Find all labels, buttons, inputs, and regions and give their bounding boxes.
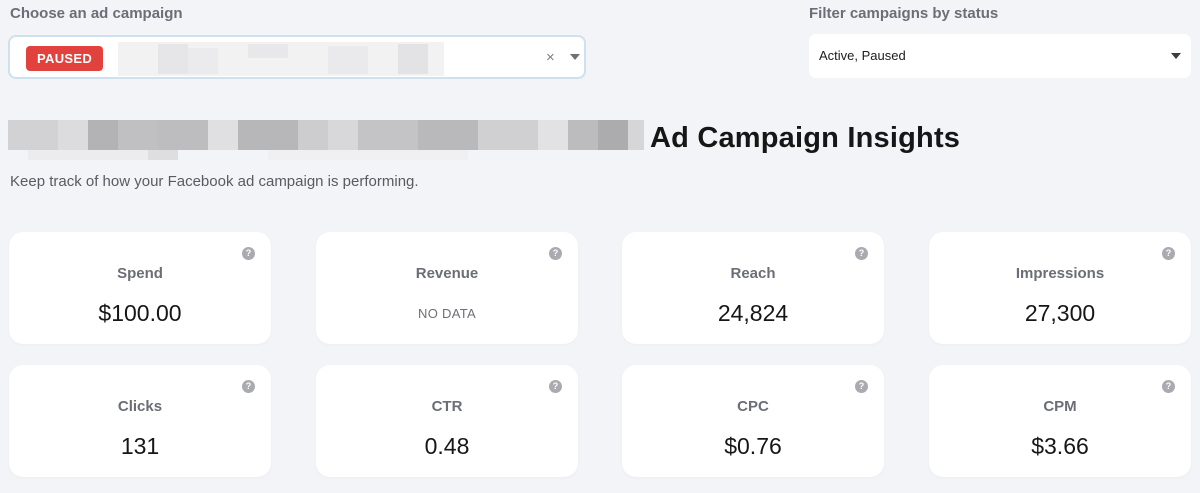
- metric-label: Spend: [117, 265, 163, 282]
- question-circle-icon[interactable]: ?: [242, 247, 255, 260]
- clear-selection-icon[interactable]: ×: [546, 49, 555, 66]
- question-circle-icon[interactable]: ?: [855, 247, 868, 260]
- status-filter-select[interactable]: Active, Paused: [809, 34, 1191, 78]
- metric-card-cpm: ? CPM $3.66: [929, 365, 1191, 477]
- metric-label: CTR: [431, 398, 463, 415]
- question-circle-icon[interactable]: ?: [1162, 247, 1175, 260]
- redacted-campaign-title: [8, 120, 644, 160]
- metric-label: Clicks: [117, 398, 163, 415]
- question-circle-icon[interactable]: ?: [855, 380, 868, 393]
- question-circle-icon[interactable]: ?: [1162, 380, 1175, 393]
- metric-value: 27,300: [1024, 300, 1096, 326]
- metric-label: CPM: [1043, 398, 1077, 415]
- metric-label: Reach: [730, 265, 776, 282]
- question-circle-icon[interactable]: ?: [549, 380, 562, 393]
- metric-value: 0.48: [424, 433, 470, 459]
- metric-value: $3.66: [1031, 433, 1089, 459]
- status-filter-label: Filter campaigns by status: [809, 5, 999, 22]
- metric-value: 24,824: [717, 300, 789, 326]
- metric-card-reach: ? Reach 24,824: [622, 232, 884, 344]
- metric-card-revenue: ? Revenue NO DATA: [316, 232, 578, 344]
- metric-card-impressions: ? Impressions 27,300: [929, 232, 1191, 344]
- page-subtitle: Keep track of how your Facebook ad campa…: [10, 173, 419, 190]
- metric-card-spend: ? Spend $100.00: [9, 232, 271, 344]
- metric-value: $0.76: [724, 433, 782, 459]
- metric-value: NO DATA: [418, 306, 476, 321]
- chevron-down-icon[interactable]: [570, 54, 580, 60]
- campaign-select-label: Choose an ad campaign: [10, 5, 183, 22]
- paused-status-badge: PAUSED: [26, 46, 104, 71]
- metric-value: 131: [120, 433, 160, 459]
- question-circle-icon[interactable]: ?: [549, 247, 562, 260]
- metric-card-cpc: ? CPC $0.76: [622, 365, 884, 477]
- metric-label: CPC: [737, 398, 769, 415]
- page-title: Ad Campaign Insights: [650, 122, 961, 154]
- campaign-select[interactable]: PAUSED ×: [8, 35, 586, 79]
- redacted-campaign-name: [118, 42, 444, 76]
- metric-label: Revenue: [415, 265, 479, 282]
- metric-value: $100.00: [98, 300, 182, 326]
- metric-card-clicks: ? Clicks 131: [9, 365, 271, 477]
- chevron-down-icon[interactable]: [1171, 53, 1181, 59]
- metric-card-ctr: ? CTR 0.48: [316, 365, 578, 477]
- metric-label: Impressions: [1015, 265, 1105, 282]
- question-circle-icon[interactable]: ?: [242, 380, 255, 393]
- status-filter-value: Active, Paused: [819, 48, 906, 63]
